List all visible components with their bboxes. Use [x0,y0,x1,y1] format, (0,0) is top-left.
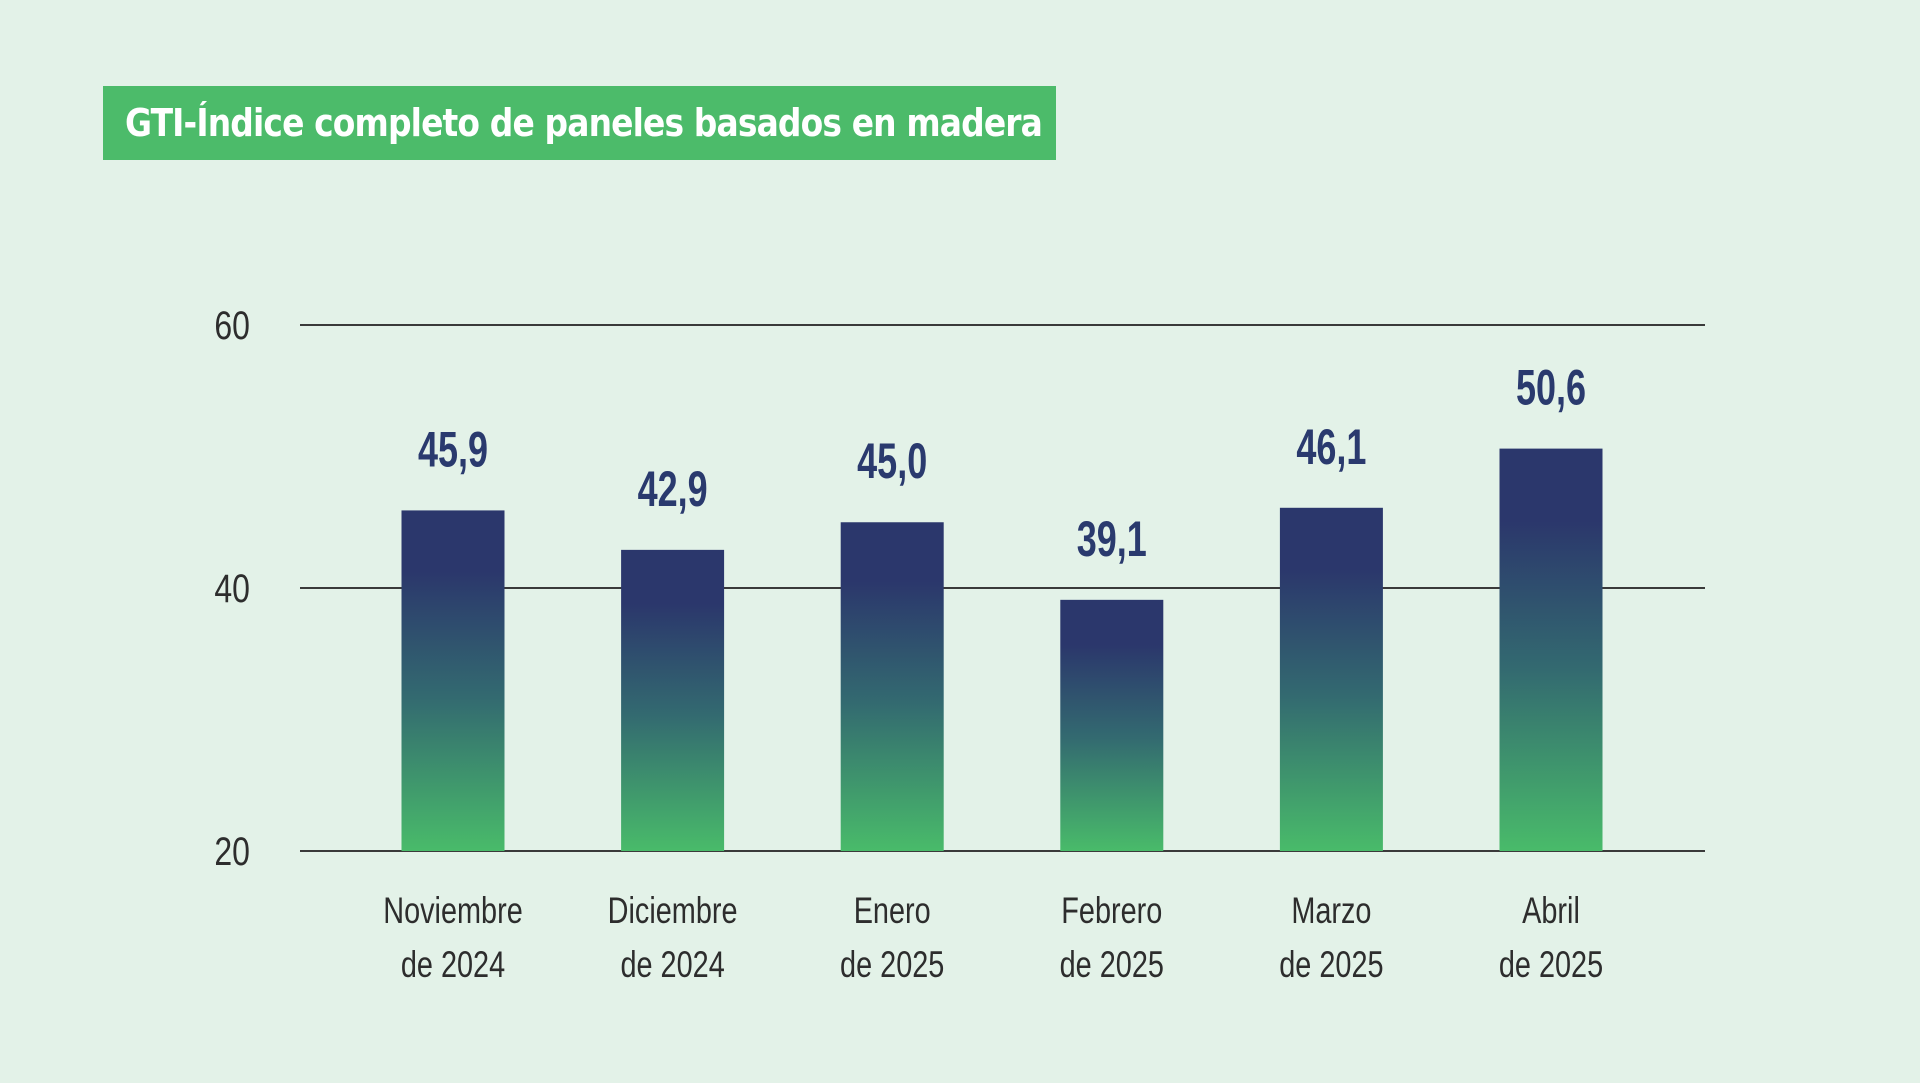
value-labels: 45,9 42,9 45,0 39,1 46,1 50,6 [418,361,1586,567]
bar-2 [840,522,944,851]
category-label-0-line-1: de 2024 [401,945,505,986]
y-tick-label-60: 60 [214,303,250,348]
category-label-5-line-0: Abril [1522,891,1580,932]
category-label-0-line-0: Noviembre [383,891,523,932]
bar-0 [401,510,505,851]
category-label-1-line-0: Diciembre [608,891,738,932]
category-label-2-line-1: de 2025 [840,945,944,986]
gridlines [300,324,1705,852]
category-label-4-line-1: de 2025 [1279,945,1383,986]
category-label-5-line-1: de 2025 [1499,945,1603,986]
category-labels: Noviembre de 2024 Diciembre de 2024 Enero de … [383,891,1603,986]
bar-3 [1060,599,1164,851]
category-label-4-line-0: Marzo [1291,891,1371,932]
category-label-2-line-0: Enero [854,891,931,932]
value-label-0: 45,9 [418,423,488,478]
category-label-3-line-0: Febrero [1061,891,1162,932]
bar-4 [1279,507,1383,851]
bars [401,448,1603,851]
bar-1 [621,549,725,851]
value-label-5: 50,6 [1516,361,1586,416]
y-tick-label-20: 20 [214,829,250,874]
y-axis-ticks: 20 40 60 [214,303,250,874]
y-tick-label-40: 40 [214,566,250,611]
value-label-3: 39,1 [1077,512,1147,567]
category-label-3-line-1: de 2025 [1060,945,1164,986]
value-label-4: 46,1 [1296,420,1366,475]
bar-5 [1499,448,1603,851]
value-label-2: 45,0 [857,435,927,490]
category-label-1-line-1: de 2024 [620,945,724,986]
chart-title: GTI-Índice completo de paneles basados e… [103,86,1056,160]
value-label-1: 42,9 [638,462,708,517]
